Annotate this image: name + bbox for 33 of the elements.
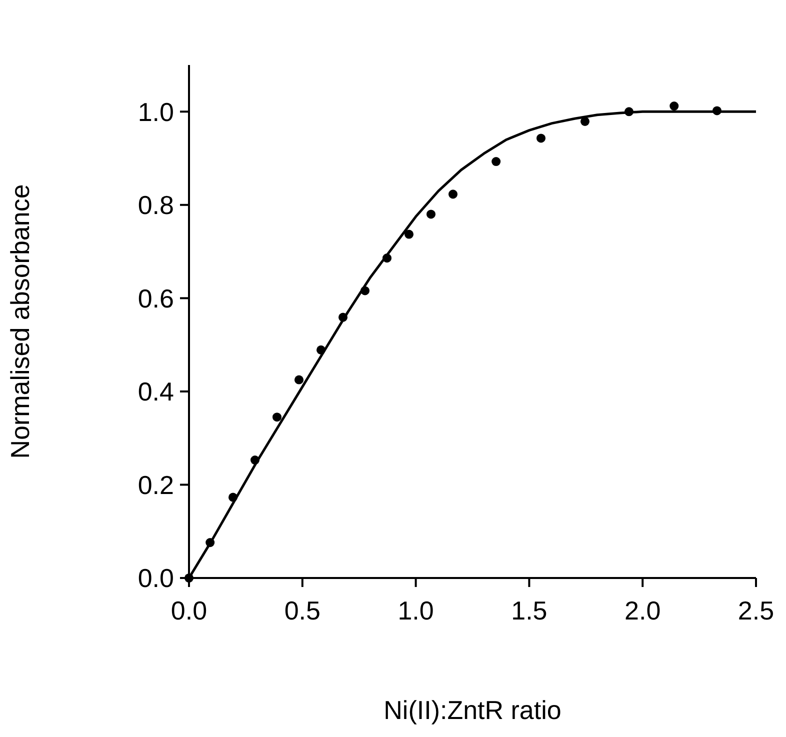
point — [536, 134, 546, 143]
point — [272, 412, 282, 422]
y-tick-label: 0.4 — [138, 376, 174, 407]
y-tick-label: 0.8 — [138, 190, 174, 220]
x-tick-label: 2.5 — [738, 595, 774, 626]
point — [448, 190, 458, 199]
point — [294, 375, 304, 384]
y-tick-label: 0.6 — [138, 283, 174, 314]
point — [316, 345, 326, 354]
point — [712, 106, 722, 116]
x-tick-label: 1.5 — [511, 595, 548, 626]
x-tick-label: 0.5 — [284, 595, 320, 626]
point — [184, 573, 194, 583]
point — [338, 312, 348, 322]
point — [360, 286, 370, 296]
x-tick-label: 0.0 — [170, 595, 208, 626]
point — [382, 254, 392, 263]
x-axis-title: Ni(II):ZntR ratio — [384, 695, 562, 725]
point — [228, 492, 238, 502]
point — [426, 210, 436, 219]
y-tick-label: 0.2 — [138, 470, 174, 500]
point — [624, 107, 634, 116]
y-axis-title: Normalised absorbance — [5, 184, 36, 459]
point — [580, 116, 590, 126]
x-tick-label: 1.0 — [398, 595, 434, 626]
point — [404, 230, 414, 239]
point — [206, 538, 215, 548]
y-tick-label: 0.0 — [138, 563, 174, 594]
point — [492, 157, 501, 166]
x-tick-label: 2.0 — [624, 595, 661, 626]
point — [670, 102, 679, 111]
point — [250, 456, 260, 465]
y-tick-label: 1.0 — [138, 96, 174, 127]
